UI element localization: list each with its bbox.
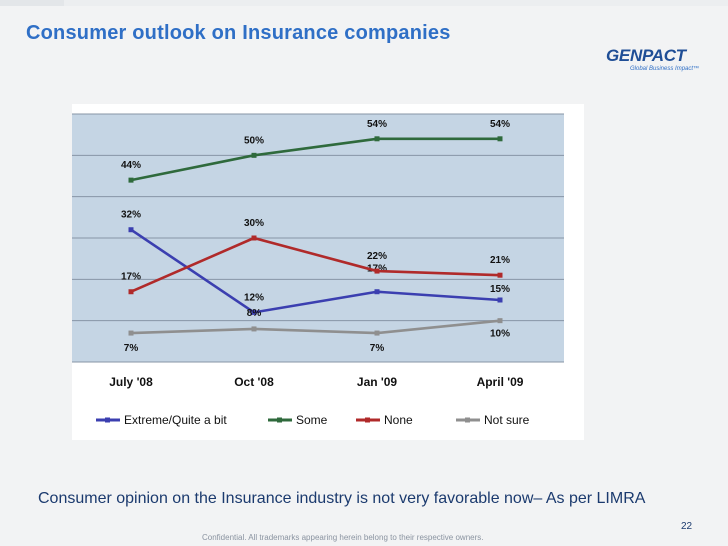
data-label: 10% [490,329,510,340]
data-label: 32% [121,210,141,221]
x-tick-label: April '09 [477,375,524,389]
data-label: 54% [490,119,510,130]
data-point [251,152,257,158]
data-label: 7% [124,343,139,354]
page-number: 22 [681,521,693,532]
x-tick-label: Jan '09 [357,375,398,389]
data-point [497,297,503,303]
series-line-not-sure [130,319,501,335]
data-point [374,289,380,295]
page-title: Consumer outlook on Insurance companies [26,22,451,44]
data-label: 22% [367,251,387,262]
confidential-footer: Confidential. All trademarks appearing h… [202,533,484,542]
logo-tagline: Global Business Impact™ [630,66,700,72]
data-point [128,177,134,183]
data-label: 50% [244,135,264,146]
logo-wordmark: GENPACT [606,46,686,65]
legend-label: Extreme/Quite a bit [124,413,227,427]
data-label: 7% [370,343,385,354]
legend-swatch-marker [277,417,282,423]
x-tick-label: July '08 [109,375,153,389]
data-point [128,289,134,295]
series-line-some [130,137,500,182]
data-point [128,330,134,336]
slide-caption: Consumer opinion on the Insurance indust… [38,490,646,507]
legend-swatch-marker [465,417,470,423]
genpact-logo: GENPACT Global Business Impact™ [596,46,706,80]
data-point [497,272,503,278]
data-point [374,136,380,142]
data-label: 44% [121,160,141,171]
data-point [251,235,257,241]
legend-label: Not sure [484,413,530,427]
x-tick-label: Oct '08 [234,375,274,389]
data-point [251,309,257,315]
data-label: 21% [490,255,510,266]
legend-swatch-marker [365,417,370,423]
data-point [128,227,134,233]
data-label: 54% [367,119,387,130]
legend-swatch-marker [105,417,110,423]
series-line-none [130,236,501,293]
data-point [497,136,503,142]
data-point [497,318,503,324]
series-line-extreme-quite-a-bit [130,228,501,314]
chart-container: July '08 Oct '08 Jan '09 April '09 32% 12% 17%… [72,104,584,440]
data-point [251,326,257,332]
data-label: 30% [244,218,264,229]
data-label: 12% [244,292,264,303]
data-label: 15% [490,284,510,295]
data-label: 8% [247,308,262,319]
line-chart: July '08 Oct '08 Jan '09 April '09 32% 12% 17%… [72,113,564,427]
data-label: 17% [121,272,141,283]
data-point [374,330,380,336]
legend-label: Some [296,413,328,427]
data-point [374,268,380,274]
legend-label: None [384,413,413,427]
top-strip [0,0,728,6]
